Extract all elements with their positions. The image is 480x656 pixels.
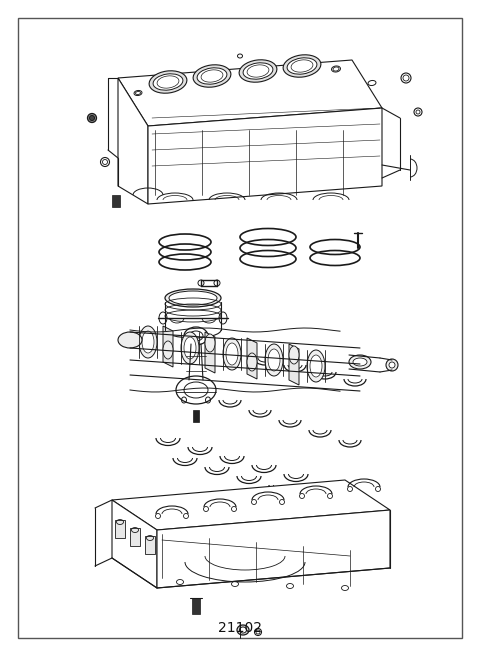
Polygon shape: [130, 528, 140, 546]
Ellipse shape: [142, 331, 154, 353]
Polygon shape: [148, 108, 382, 204]
Ellipse shape: [118, 332, 142, 348]
Ellipse shape: [386, 359, 398, 371]
Ellipse shape: [389, 362, 395, 368]
Ellipse shape: [163, 341, 173, 359]
Ellipse shape: [243, 63, 273, 79]
Polygon shape: [247, 338, 257, 379]
Ellipse shape: [283, 55, 321, 77]
Ellipse shape: [287, 58, 317, 74]
Polygon shape: [112, 480, 390, 530]
Ellipse shape: [193, 65, 231, 87]
Polygon shape: [193, 410, 199, 422]
Ellipse shape: [153, 74, 183, 90]
Ellipse shape: [268, 349, 280, 371]
Ellipse shape: [349, 355, 371, 369]
Ellipse shape: [149, 71, 187, 93]
Ellipse shape: [265, 344, 283, 376]
Ellipse shape: [139, 326, 157, 358]
Ellipse shape: [169, 291, 217, 305]
Polygon shape: [112, 500, 157, 588]
Ellipse shape: [197, 68, 227, 84]
Ellipse shape: [87, 113, 96, 123]
Ellipse shape: [237, 625, 249, 635]
Polygon shape: [205, 332, 215, 373]
Polygon shape: [289, 344, 299, 385]
Polygon shape: [192, 598, 200, 614]
Ellipse shape: [226, 343, 238, 365]
Ellipse shape: [181, 332, 199, 364]
Ellipse shape: [223, 338, 241, 370]
Ellipse shape: [240, 627, 247, 633]
Polygon shape: [163, 326, 173, 367]
Ellipse shape: [184, 337, 196, 359]
Ellipse shape: [205, 334, 215, 352]
Polygon shape: [118, 60, 382, 126]
Text: 21102: 21102: [218, 621, 262, 635]
Ellipse shape: [307, 350, 325, 382]
Ellipse shape: [353, 358, 367, 366]
Ellipse shape: [239, 60, 277, 82]
Ellipse shape: [165, 289, 221, 307]
Polygon shape: [118, 78, 148, 204]
Ellipse shape: [89, 115, 95, 121]
Polygon shape: [157, 510, 390, 588]
Ellipse shape: [310, 355, 322, 377]
Polygon shape: [112, 195, 120, 207]
Ellipse shape: [289, 346, 299, 364]
Polygon shape: [115, 520, 125, 538]
Polygon shape: [145, 536, 155, 554]
Ellipse shape: [247, 353, 257, 371]
